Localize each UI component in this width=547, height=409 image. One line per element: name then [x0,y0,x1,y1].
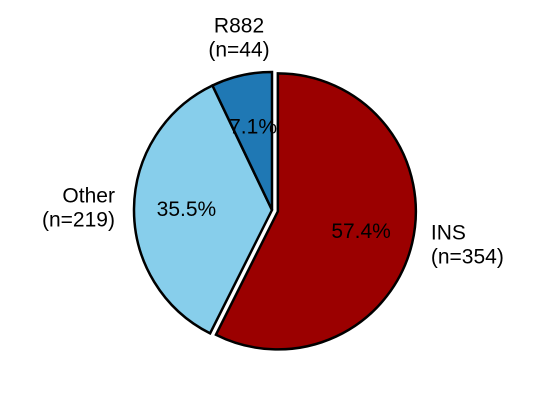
pie-slice-ins [214,72,418,351]
pie-slice-other [132,83,274,336]
category-label-ins: INS (n=354) [431,222,504,269]
category-count: (n=44) [208,38,269,61]
pct-label-ins: 57.4% [331,220,391,243]
category-name: INS [431,222,466,245]
pie-slices [132,70,418,351]
category-count: (n=354) [431,246,504,269]
pct-label-r882: 7.1% [229,116,277,139]
pie-labels: 57.4% INS (n=354) 35.5% Other (n=219) 7.1% R882… [42,14,504,268]
pct-label-other: 35.5% [157,198,217,221]
category-name: Other [62,185,115,208]
category-count: (n=219) [42,209,115,232]
pie-slice-r882 [210,70,274,211]
category-name: R882 [214,14,264,37]
category-label-other: Other (n=219) [42,185,115,232]
category-label-r882: R882 (n=44) [208,14,269,61]
